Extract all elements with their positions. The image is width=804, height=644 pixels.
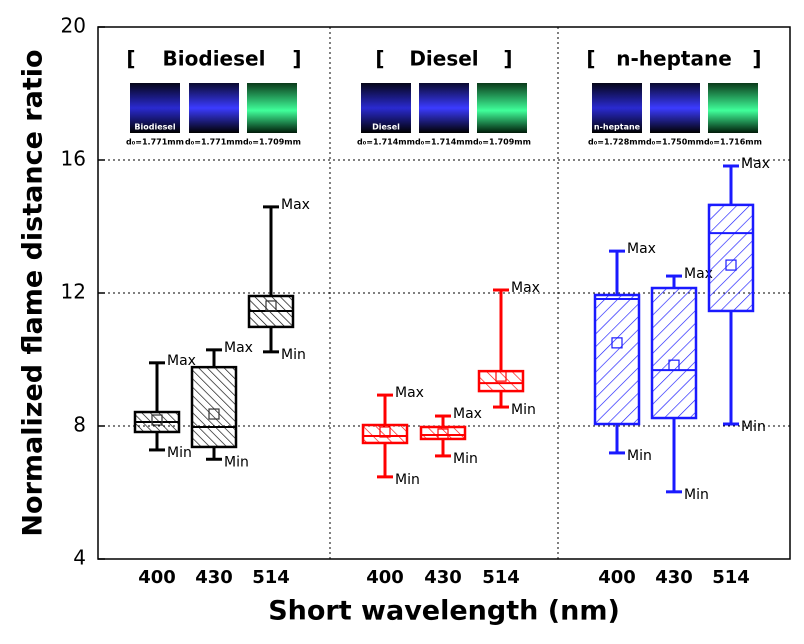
group-title: Biodiesel [163,47,266,71]
nozzle-diameter: d₀=1.728mm [588,138,646,147]
nozzle-diameter: d₀=1.709mm [243,138,301,147]
x-axis-label: Short wavelength (nm) [268,596,620,627]
mean-marker [265,300,277,312]
group-title: Diesel [409,47,478,71]
x-tick-label: 514 [712,567,750,588]
flame-image [130,83,180,133]
image-label: Diesel [372,123,400,132]
y-tick-label: 4 [73,546,86,570]
flame-image [361,83,411,133]
max-label: Max [395,385,424,401]
min-label: Min [167,445,192,461]
bracket: ] [292,47,301,71]
bracket: [ [586,47,595,71]
bracket: ] [752,47,761,71]
box [190,365,238,449]
x-tick-label: 400 [598,567,636,588]
flame-image [189,83,239,133]
flame-image [708,83,758,133]
mean-marker [151,414,163,426]
x-tick-label: 514 [482,567,520,588]
image-label: n-heptane [594,123,641,132]
x-tick-label: 430 [195,567,233,588]
x-tick-label: 514 [252,567,290,588]
x-tick-label: 430 [424,567,462,588]
nozzle-diameter: d₀=1.750mm [646,138,704,147]
max-label: Max [281,197,310,213]
mean-marker [668,359,680,371]
mean-marker [611,337,623,349]
max-label: Max [511,280,540,296]
max-label: Max [167,353,196,369]
flame-image [650,83,700,133]
y-tick-label: 20 [61,14,86,38]
y-tick-label: 16 [61,147,86,171]
flame-image [247,83,297,133]
bracket: [ [375,47,384,71]
box [650,286,698,420]
bracket: ] [503,47,512,71]
mean-marker [725,259,737,271]
image-label: Biodiesel [134,123,175,132]
mean-marker [208,408,220,420]
box [361,423,409,445]
x-tick-label: 400 [138,567,176,588]
mean-marker [379,426,391,438]
min-label: Min [224,454,249,470]
max-label: Max [453,406,482,422]
nozzle-diameter: d₀=1.771mm [185,138,243,147]
y-tick-label: 8 [73,413,86,437]
y-axis-label: Normalized flame distance ratio [18,49,49,536]
min-label: Min [627,448,652,464]
bracket: [ [126,47,135,71]
flame-image [477,83,527,133]
x-tick-label: 430 [655,567,693,588]
nozzle-diameter: d₀=1.709mm [473,138,531,147]
max-label: Max [684,266,713,282]
min-label: Min [684,487,709,503]
min-label: Min [741,419,766,435]
flame-image [419,83,469,133]
min-label: Min [281,347,306,363]
y-tick-label: 12 [61,280,86,304]
max-label: Max [741,156,770,172]
min-label: Min [453,451,478,467]
mean-marker [495,370,507,382]
box [593,293,641,426]
max-label: Max [627,241,656,257]
box [707,203,755,313]
max-label: Max [224,340,253,356]
flame-image [592,83,642,133]
nozzle-diameter: d₀=1.771mm [126,138,184,147]
min-label: Min [511,402,536,418]
x-tick-label: 400 [366,567,404,588]
nozzle-diameter: d₀=1.714mm [357,138,415,147]
group-title: n-heptane [616,47,732,71]
mean-marker [437,428,449,440]
nozzle-diameter: d₀=1.714mm [415,138,473,147]
nozzle-diameter: d₀=1.716mm [704,138,762,147]
min-label: Min [395,472,420,488]
